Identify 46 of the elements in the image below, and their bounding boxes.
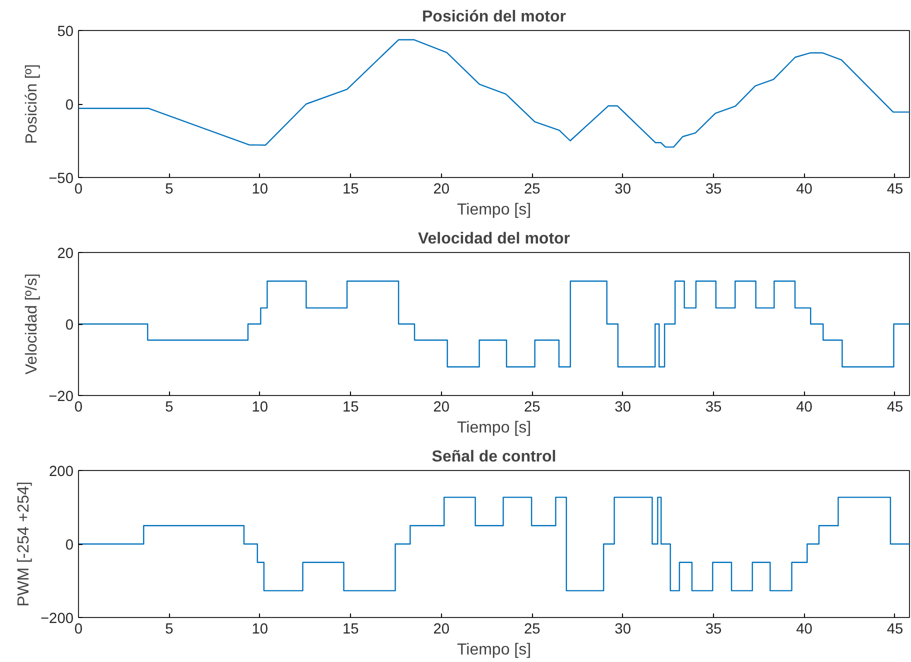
chart-title: Velocidad del motor <box>418 230 570 248</box>
x-tick-label: 25 <box>524 622 540 638</box>
y-tick-label: 50 <box>57 24 74 40</box>
x-tick-label: 30 <box>614 622 631 638</box>
x-tick-label: 15 <box>342 400 359 416</box>
x-tick-label: 25 <box>524 182 540 198</box>
x-tick-label: 40 <box>796 182 812 198</box>
x-tick-label: 30 <box>614 400 631 416</box>
x-tick-label: 35 <box>705 622 722 638</box>
y-tick-label: 0 <box>65 98 74 114</box>
x-tick-label: 45 <box>886 400 904 416</box>
y-tick-label: 200 <box>49 464 74 480</box>
line-series <box>78 39 910 148</box>
x-axis-title: Tiempo [s] <box>456 202 532 218</box>
x-tick-label: 15 <box>342 622 359 638</box>
x-axis-title: Tiempo [s] <box>456 642 532 658</box>
y-tick-label: −50 <box>48 171 74 187</box>
y-axis-title: PWM [-254 +254] <box>15 482 32 606</box>
x-tick-label: 35 <box>705 400 722 416</box>
y-tick-label: −200 <box>40 611 74 627</box>
y-tick-label: 20 <box>57 246 74 262</box>
x-tick-label: 5 <box>165 622 174 638</box>
x-tick-label: 10 <box>252 182 268 198</box>
x-tick-label: 20 <box>433 182 450 198</box>
x-tick-label: 45 <box>886 622 904 638</box>
x-tick-label: 35 <box>705 182 722 198</box>
x-tick-label: 40 <box>796 622 812 638</box>
x-tick-label: 30 <box>614 182 631 198</box>
x-tick-label: 25 <box>524 400 540 416</box>
x-tick-label: 40 <box>796 400 812 416</box>
x-tick-label: 5 <box>165 182 174 198</box>
y-tick-label: −20 <box>48 389 74 405</box>
chart-title: Posición del motor <box>422 8 566 26</box>
x-tick-label: 20 <box>433 622 450 638</box>
y-axis-title: Velocidad [º/s] <box>24 273 41 375</box>
x-tick-label: 20 <box>433 400 450 416</box>
chart-title: Señal de control <box>432 448 556 466</box>
x-tick-label: 5 <box>165 400 174 416</box>
x-tick-label: 10 <box>252 400 268 416</box>
y-tick-label: 0 <box>65 318 74 334</box>
x-tick-label: 10 <box>252 622 268 638</box>
y-axis-title: Posición [º] <box>24 64 41 144</box>
x-tick-label: 45 <box>886 182 904 198</box>
x-axis-title: Tiempo [s] <box>456 420 532 436</box>
y-tick-label: 0 <box>65 538 74 554</box>
x-tick-label: 15 <box>342 182 359 198</box>
